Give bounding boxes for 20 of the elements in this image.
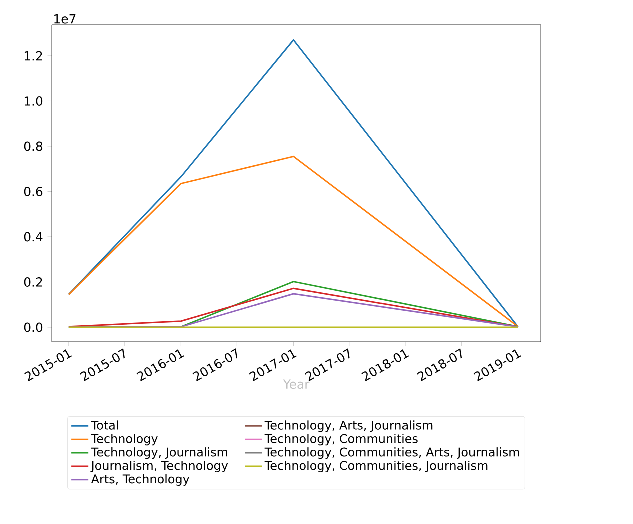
x-axis-title: Year	[283, 380, 310, 390]
legend-label: Technology, Communities	[264, 434, 418, 446]
y-tick-label: 1.2	[24, 51, 42, 61]
y-tick-label: 0.4	[24, 232, 43, 242]
y-tick-label: 0.8	[24, 142, 43, 152]
legend-label: Journalism, Technology	[90, 460, 228, 473]
legend-label: Arts, Technology	[91, 474, 190, 486]
y-tick-label: 0.6	[24, 187, 43, 196]
legend-label: Technology, Communities, Journalism	[264, 460, 488, 473]
legend-label: Technology, Communities, Arts, Journalism	[264, 448, 520, 460]
legend-label: Technology, Arts, Journalism	[264, 420, 433, 432]
line-series	[68, 39, 520, 328]
line-series	[68, 156, 520, 328]
legend-label: Technology	[91, 434, 158, 446]
y-tick-label: 1.0	[24, 96, 43, 106]
y-tick-label: 0.2	[24, 278, 42, 287]
legend-label: Technology, Journalism	[91, 448, 228, 460]
y-tick-label: 0.0	[24, 322, 43, 332]
legend-label: Total	[91, 420, 118, 430]
text: 1e7	[54, 14, 76, 24]
